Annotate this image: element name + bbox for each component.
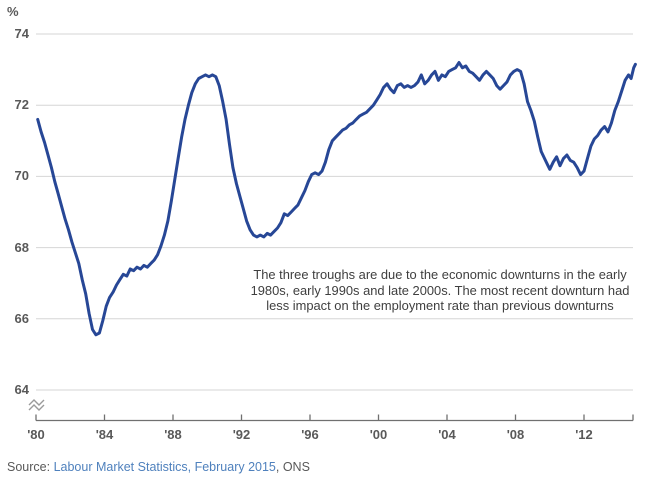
- y-tick-label: 74: [14, 26, 29, 41]
- annotation-line: The three troughs are due to the economi…: [253, 267, 627, 282]
- source-caption: Source: Labour Market Statistics, Februa…: [7, 460, 310, 474]
- y-axis-unit-label: %: [7, 4, 19, 19]
- x-tick-label: '12: [575, 427, 593, 442]
- source-prefix: Source:: [7, 460, 54, 474]
- x-tick-label: '80: [27, 427, 45, 442]
- x-tick-label: '08: [506, 427, 525, 442]
- x-tick-label: '92: [232, 427, 251, 442]
- y-tick-label: 66: [14, 310, 29, 326]
- source-link[interactable]: Labour Market Statistics, February 2015: [53, 460, 276, 474]
- axis-break-icon: [28, 399, 45, 406]
- chart-plot-area: [28, 33, 637, 422]
- employment-rate-line: [36, 61, 637, 337]
- x-tick-label: '84: [95, 427, 114, 442]
- source-suffix: , ONS: [275, 460, 310, 474]
- annotation-line: less impact on the employment rate than …: [266, 298, 614, 313]
- annotation-line: 1980s, early 1990s and late 2000s. The m…: [250, 282, 630, 298]
- x-tick-label: '96: [301, 427, 319, 442]
- chart-annotation: The three troughs are due to the economi…: [244, 267, 636, 314]
- x-tick-label: '00: [369, 427, 388, 442]
- x-tick-label: '04: [438, 427, 456, 442]
- y-tick-label: 70: [14, 168, 29, 184]
- y-tick-label: 68: [14, 239, 29, 255]
- y-tick-label: 72: [14, 97, 29, 113]
- y-tick-label: 64: [14, 382, 29, 397]
- axis-break-icon: [28, 404, 45, 411]
- x-tick-label: '88: [164, 427, 182, 442]
